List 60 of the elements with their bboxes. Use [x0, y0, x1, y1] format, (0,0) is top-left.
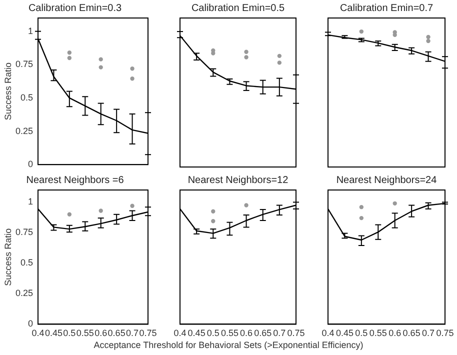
point [67, 50, 72, 55]
point [67, 212, 72, 216]
x-tick-label: 0.55 [76, 328, 94, 338]
point [244, 55, 248, 60]
x-tick-label: 0.55 [220, 328, 238, 338]
x-tick-label: 0.45 [188, 328, 206, 338]
x-tick-label: 0.4 [32, 328, 44, 338]
point [130, 66, 134, 71]
y-axis-title: Success Ratio [2, 62, 13, 120]
x-tick-label: 0.7 [126, 328, 139, 338]
point [130, 204, 134, 208]
point [277, 60, 282, 65]
x-tick-label: 0.6 [94, 328, 108, 338]
chart-title: Nearest Neighbors=12 [188, 174, 289, 186]
x-tick-label: 0.5 [206, 328, 220, 338]
chart-title: Nearest Neighbors =6 [26, 174, 124, 186]
x-tick-label: 0.4 [322, 328, 334, 338]
point [98, 57, 103, 62]
point [359, 29, 364, 34]
point [130, 76, 134, 81]
point [98, 65, 103, 70]
x-tick-label: 0.75 [436, 328, 454, 338]
chart-title: Calibration Emin=0.3 [28, 2, 122, 14]
point [277, 54, 282, 58]
x-tick-label: 0.45 [44, 328, 62, 338]
y-tick-label: 0.75 [15, 227, 33, 238]
point [426, 38, 430, 44]
y-tick-label: 0.25 [15, 126, 33, 136]
chart-title: Calibration Emin=0.5 [191, 2, 285, 14]
x-tick-label: 0.75 [287, 328, 305, 338]
point [244, 50, 248, 54]
point [67, 56, 72, 60]
point [211, 51, 216, 56]
y-tick-label: 0.5 [20, 258, 33, 268]
x-tick-label: 0.45 [336, 328, 354, 338]
chart-title: Nearest Neighbors=24 [336, 174, 438, 186]
y-tick-label: 0.25 [15, 288, 33, 298]
y-tick-label: 0 [28, 159, 33, 170]
x-tick-label: 0.5 [63, 328, 76, 338]
x-tick-label: 0.7 [422, 328, 435, 338]
x-tick-label: 0.4 [174, 328, 186, 338]
x-tick-label: 0.75 [139, 328, 157, 338]
x-tick-label: 0.6 [388, 328, 402, 338]
y-tick-label: 1 [28, 196, 33, 207]
x-tick-label: 0.65 [108, 328, 126, 338]
y-tick-label: 0.75 [15, 59, 33, 70]
y-tick-label: 1 [28, 26, 33, 36]
x-axis-title: Acceptance Threshold for Behavioral Sets (>Exponential Efficiency) [92, 340, 364, 350]
x-tick-label: 0.7 [273, 328, 286, 338]
y-tick-label: 0 [28, 318, 33, 329]
chart-title: Calibration Emin=0.7 [340, 2, 434, 14]
x-tick-label: 0.65 [402, 328, 420, 338]
y-tick-label: 0.5 [20, 92, 33, 102]
x-tick-label: 0.6 [240, 328, 253, 338]
x-tick-label: 0.5 [355, 328, 368, 338]
x-tick-label: 0.55 [369, 328, 387, 338]
point [426, 34, 430, 40]
x-tick-label: 0.65 [254, 328, 272, 338]
y-axis-title: Success Ratio [2, 228, 13, 286]
point [98, 208, 103, 213]
